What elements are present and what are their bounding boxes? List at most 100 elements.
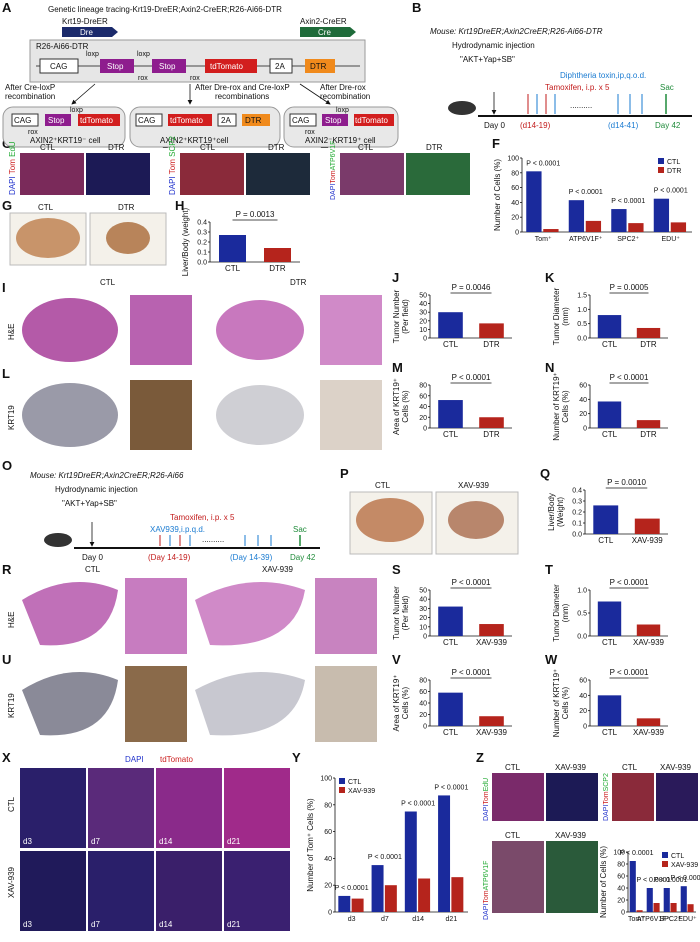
shape (269, 58, 293, 74)
x-tick-label: d3 (348, 916, 356, 923)
label: CTL (200, 143, 216, 152)
label: Stop (159, 62, 176, 71)
y-tick-label: 30 (419, 606, 427, 613)
stain: SCP2 (168, 135, 177, 156)
label: CTL (505, 763, 521, 772)
y-axis-label: Tumor Diameter (552, 287, 561, 345)
bar (593, 505, 619, 534)
x-tick-label: Tom⁺ (628, 916, 645, 923)
p-value: P < 0.0001 (671, 875, 700, 882)
p-value: P < 0.0001 (452, 668, 491, 677)
p-value: P < 0.0001 (452, 578, 491, 587)
label: loxp (70, 107, 83, 114)
letter: O (2, 458, 12, 473)
p-value: P < 0.0001 (611, 198, 645, 205)
mouse-icon (44, 533, 72, 547)
arrow (299, 83, 331, 105)
y-tick-label: 1.0 (577, 307, 587, 314)
p-value: P < 0.0001 (569, 189, 603, 196)
bar (634, 518, 660, 534)
legend-swatch (662, 861, 668, 867)
bar (438, 606, 463, 636)
image (86, 153, 150, 195)
label: Axin2-CreER (300, 17, 347, 26)
label: CAG (292, 116, 309, 125)
stain-label: DAPITomATP6V1F (483, 861, 490, 920)
cell-label: AXIN2⁺KRT19⁺cell (160, 136, 229, 145)
y-tick-label: 20 (617, 898, 625, 905)
label: R26-Ai66-DTR (36, 42, 89, 51)
legend-swatch (339, 787, 345, 793)
label: Stop (107, 62, 124, 71)
label: (d14-41) (608, 121, 639, 130)
label: "AKT+Yap+SB" (62, 499, 117, 508)
label: Tamoxifen, i.p. x 5 (545, 83, 610, 92)
y-tick-label: 80 (419, 383, 427, 390)
x-tick-label: CTL (602, 638, 618, 647)
row-label: XAV-939 (7, 866, 16, 898)
x-tick-label: SPC2⁺ (660, 916, 682, 923)
bar (636, 718, 661, 726)
y-tick-label: 40 (324, 856, 332, 863)
x-tick-label: EDU⁺ (678, 916, 697, 923)
title: Genetic lineage tracing-Krt19-DreER;Axin… (48, 5, 282, 14)
liver-photos-p: CTL XAV-939 (349, 481, 519, 555)
x-tick-label: CTL (443, 728, 459, 737)
label: Day 42 (290, 553, 316, 562)
label: CTL (358, 143, 374, 152)
label: Day 0 (82, 553, 103, 562)
bar (597, 401, 622, 428)
letter: W (545, 652, 558, 667)
bar (597, 695, 622, 726)
letter: H (175, 198, 184, 213)
stain: DAPI (603, 805, 610, 821)
histology-ru: CTL XAV-939 H&E KRT19 (7, 565, 377, 742)
label: loxp (336, 107, 349, 114)
x-tick-label: XAV-939 (633, 638, 665, 647)
y-tick-label: 0.4 (197, 220, 207, 227)
stain: Tom (168, 159, 177, 174)
bar (479, 323, 504, 338)
label: After Dre-rox (320, 83, 366, 92)
y-tick-label: 100 (507, 156, 519, 163)
stain: DAPI (125, 755, 144, 764)
bar (670, 222, 687, 232)
letter: Z (476, 750, 484, 765)
y-tick-label: 80 (324, 802, 332, 809)
tissue (216, 385, 304, 445)
tissue (216, 300, 304, 360)
bar (636, 327, 661, 338)
y-axis-label: Number of KRT19⁺ (552, 372, 561, 441)
x-tick-label: DTR (640, 340, 657, 349)
label: .......... (202, 535, 224, 544)
bar (636, 624, 661, 636)
label: CTL (622, 763, 638, 772)
y-tick-label: 0 (423, 336, 427, 343)
y-tick-label: 0.5 (577, 611, 587, 618)
y-tick-label: 60 (419, 393, 427, 400)
bar (526, 171, 542, 232)
bar (653, 903, 660, 912)
y-axis-label: Cells (%) (561, 686, 570, 719)
histology-il: CTL DTR H&E KRT19 (7, 278, 382, 450)
stain: EdU (8, 141, 17, 157)
label: (Day 14-19) (148, 553, 191, 562)
image (406, 153, 470, 195)
y-axis-label: Cells (%) (401, 390, 410, 423)
bar (646, 888, 653, 912)
image (180, 153, 244, 195)
bar (629, 861, 636, 912)
cell-label: AXIN2⁺KRT19⁻ cell (30, 136, 101, 145)
x-tick-label: EDU⁺ (662, 236, 681, 243)
stain: EdU (483, 778, 490, 792)
image (340, 153, 404, 195)
label: rox (28, 129, 38, 136)
stain: SCP2 (603, 773, 610, 791)
bar (438, 400, 463, 428)
liver (448, 501, 504, 539)
shape (62, 27, 118, 37)
y-axis-label: Liver/Body (547, 493, 556, 531)
letter: T (545, 562, 553, 577)
stain-label: DAPITomSCP2 (603, 773, 610, 821)
